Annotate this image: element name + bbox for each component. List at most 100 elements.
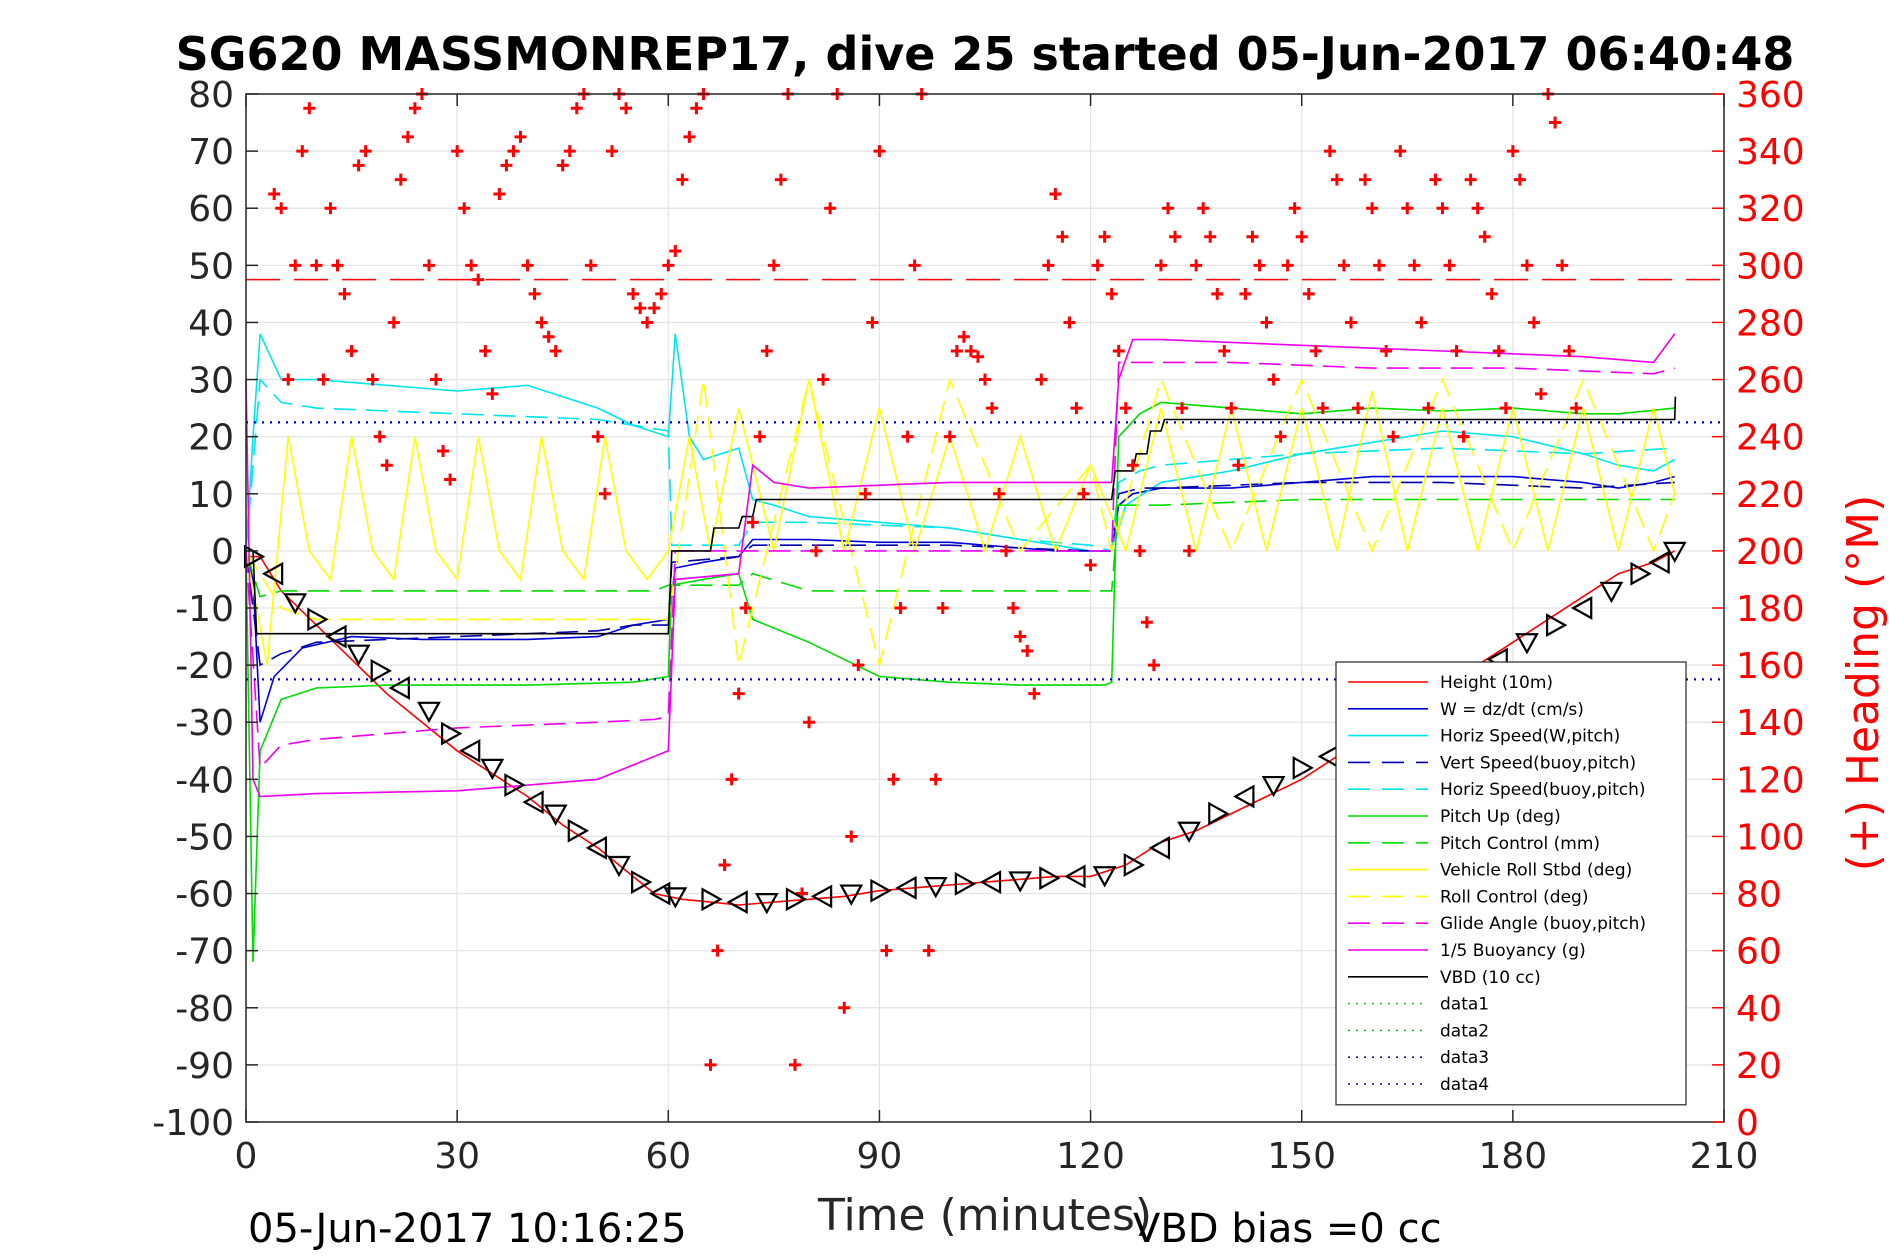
- heading-point: [528, 287, 541, 300]
- legend-entry: Pitch Control (mm): [1440, 834, 1600, 854]
- x-tick-label: 0: [235, 1136, 258, 1177]
- heading-point: [1309, 345, 1322, 357]
- heading-point: [1415, 316, 1428, 329]
- legend-entry: Glide Angle (buoy,pitch): [1440, 914, 1646, 934]
- heading-point: [563, 145, 576, 158]
- heading-point: [430, 373, 443, 386]
- heading-point: [1394, 145, 1407, 158]
- heading-point: [739, 602, 752, 614]
- y-tick-label: -90: [175, 1046, 234, 1087]
- heading-point: [979, 373, 991, 386]
- heading-point: [542, 330, 555, 343]
- heading-point: [1176, 402, 1189, 415]
- heading-point: [1239, 287, 1252, 300]
- x-tick-label: 210: [1690, 1136, 1759, 1177]
- heading-point: [859, 487, 872, 500]
- heading-point: [1260, 316, 1273, 329]
- glider-marker: [1648, 550, 1670, 575]
- heading-point: [993, 487, 1006, 500]
- y-tick-label: -70: [175, 932, 234, 973]
- x-tick-label: 30: [434, 1136, 480, 1177]
- heading-point: [1549, 116, 1562, 129]
- x-axis-label: Time (minutes): [817, 1190, 1152, 1241]
- heading-point: [690, 102, 703, 115]
- heading-point: [1330, 173, 1343, 186]
- heading-point: [873, 145, 886, 158]
- heading-point: [507, 145, 520, 158]
- heading-point: [345, 345, 358, 357]
- series-line-w-dz-dt-cm-s: [245, 475, 1675, 723]
- glider-marker: [388, 676, 410, 700]
- heading-point: [451, 145, 464, 158]
- glider-marker: [283, 593, 308, 615]
- heading-point: [1513, 173, 1526, 186]
- heading-point: [1323, 145, 1336, 158]
- heading-point: [1014, 630, 1027, 643]
- legend-entry: 1/5 Buoyancy (g): [1440, 941, 1586, 961]
- heading-point: [444, 473, 457, 486]
- heading-point: [1267, 373, 1280, 386]
- footer-timestamp: 05-Jun-2017 10:16:25: [248, 1206, 687, 1252]
- heading-point: [866, 316, 879, 329]
- glider-marker: [1148, 835, 1171, 860]
- heading-point: [1035, 373, 1048, 386]
- heading-point: [852, 659, 865, 672]
- right-tick-label: 220: [1736, 475, 1805, 516]
- glider-marker: [954, 871, 977, 896]
- heading-point: [1161, 202, 1174, 215]
- heading-point: [810, 544, 823, 557]
- glider-marker: [870, 878, 892, 903]
- y-tick-label: -50: [175, 817, 234, 858]
- glider-marker: [1630, 561, 1652, 586]
- heading-point: [422, 259, 435, 272]
- heading-point: [1007, 602, 1020, 614]
- y-tick-label: 60: [188, 189, 234, 230]
- glider-marker: [307, 607, 329, 632]
- heading-point: [359, 145, 372, 158]
- heading-point: [760, 345, 773, 357]
- x-tick-label: 60: [645, 1136, 691, 1177]
- heading-point: [465, 259, 478, 272]
- legend-entry: Pitch Up (deg): [1440, 807, 1561, 827]
- heading-point: [366, 373, 379, 386]
- heading-point: [711, 944, 724, 957]
- glider-marker: [1008, 871, 1033, 893]
- heading-point: [1253, 259, 1266, 272]
- heading-point: [845, 830, 858, 843]
- heading-point: [1169, 230, 1182, 243]
- glider-marker: [1599, 581, 1624, 604]
- legend-entry: data2: [1440, 1021, 1489, 1041]
- heading-point: [373, 430, 386, 443]
- legend-entry: Vehicle Roll Stbd (deg): [1440, 861, 1632, 881]
- x-tick-label: 90: [857, 1136, 903, 1177]
- heading-point: [887, 773, 900, 786]
- glider-marker: [663, 887, 688, 909]
- glider-marker: [1261, 775, 1286, 798]
- heading-point: [394, 173, 407, 186]
- right-tick-label: 240: [1736, 418, 1805, 459]
- heading-point: [591, 430, 604, 443]
- heading-point: [472, 273, 485, 286]
- y-tick-label: -60: [175, 875, 234, 916]
- heading-point: [549, 345, 562, 357]
- right-axis-label: (+) Heading (°M): [1838, 495, 1889, 872]
- glider-marker: [839, 884, 864, 906]
- y-tick-label: -10: [175, 589, 234, 630]
- glider-marker: [631, 870, 653, 895]
- glider-marker: [754, 893, 779, 915]
- heading-point: [556, 159, 569, 172]
- legend-entry: data1: [1440, 995, 1489, 1015]
- heading-point: [493, 187, 506, 200]
- heading-point: [514, 130, 527, 143]
- heading-point: [1527, 316, 1540, 329]
- series-line-horiz-speed-buoy-pitch: [245, 377, 1675, 552]
- heading-point: [1042, 259, 1055, 272]
- heading-point: [479, 345, 492, 357]
- y-tick-label: 70: [188, 132, 234, 173]
- heading-point: [458, 202, 471, 215]
- heading-point: [1154, 259, 1167, 272]
- heading-point: [676, 173, 689, 186]
- legend-entry: W = dz/dt (cm/s): [1440, 700, 1584, 720]
- heading-point: [1457, 430, 1470, 443]
